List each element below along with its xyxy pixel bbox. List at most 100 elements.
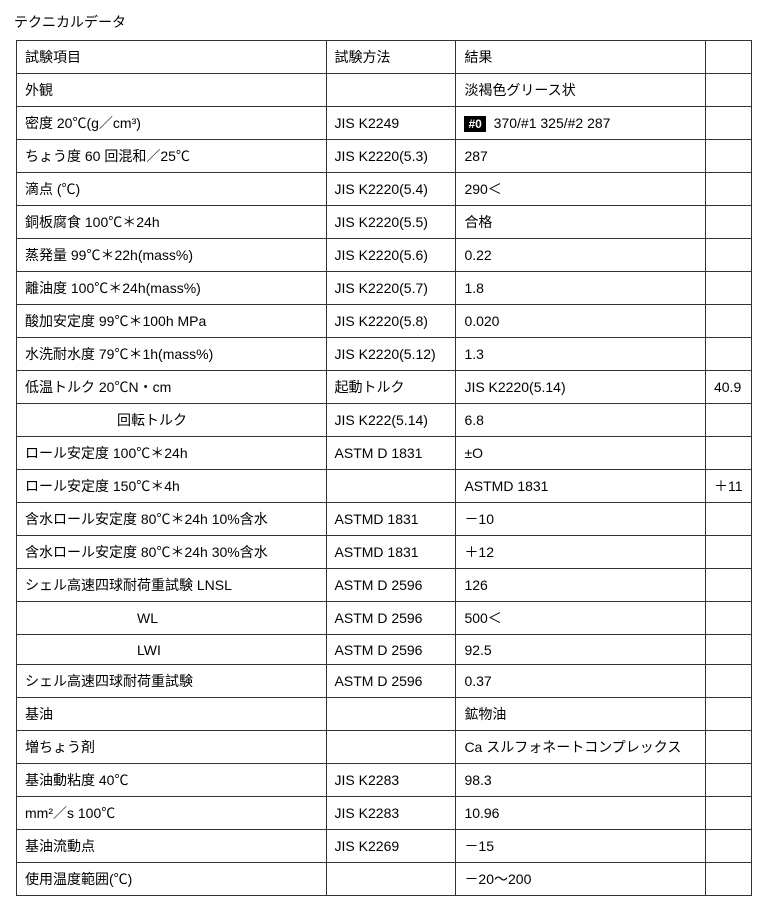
table-row: LWIASTM D 259692.5 xyxy=(17,635,752,665)
cell-method: ASTM D 2596 xyxy=(326,602,456,635)
cell-extra xyxy=(705,107,751,140)
table-row: ロール安定度 150℃＊4hASTMD 1831＋11 xyxy=(17,470,752,503)
header-result: 結果 xyxy=(456,41,706,74)
technical-data-table: 試験項目 試験方法 結果 外観淡褐色グリース状密度 20℃(g／cm³)JIS … xyxy=(16,40,752,896)
cell-method: JIS K2220(5.5) xyxy=(326,206,456,239)
cell-extra xyxy=(705,698,751,731)
table-row: mm²／s 100℃JIS K228310.96 xyxy=(17,797,752,830)
cell-result: －20～200 xyxy=(456,863,706,896)
table-row: 基油動粘度 40℃JIS K228398.3 xyxy=(17,764,752,797)
cell-extra xyxy=(705,503,751,536)
cell-result: ＋12 xyxy=(456,536,706,569)
table-row: 酸加安定度 99℃＊100h MPaJIS K2220(5.8)0.020 xyxy=(17,305,752,338)
cell-extra: ＋11 xyxy=(705,470,751,503)
cell-item: 銅板腐食 100℃＊24h xyxy=(17,206,327,239)
table-row: 基油流動点JIS K2269－15 xyxy=(17,830,752,863)
table-row: 滴点 (℃)JIS K2220(5.4)290＜ xyxy=(17,173,752,206)
cell-result: 290＜ xyxy=(456,173,706,206)
cell-result: 500＜ xyxy=(456,602,706,635)
cell-method: JIS K2220(5.3) xyxy=(326,140,456,173)
cell-item: 使用温度範囲(℃) xyxy=(17,863,327,896)
cell-result: 0.37 xyxy=(456,665,706,698)
cell-extra xyxy=(705,338,751,371)
cell-extra xyxy=(705,665,751,698)
table-row: 蒸発量 99℃＊22h(mass%)JIS K2220(5.6)0.22 xyxy=(17,239,752,272)
table-header-row: 試験項目 試験方法 結果 xyxy=(17,41,752,74)
cell-item: LWI xyxy=(17,635,327,665)
table-row: 低温トルク 20℃N・cm起動トルクJIS K2220(5.14)40.9 xyxy=(17,371,752,404)
cell-item: 増ちょう剤 xyxy=(17,731,327,764)
cell-extra xyxy=(705,272,751,305)
cell-method: ASTMD 1831 xyxy=(326,536,456,569)
cell-result: －15 xyxy=(456,830,706,863)
cell-item: ロール安定度 100℃＊24h xyxy=(17,437,327,470)
cell-result: 1.8 xyxy=(456,272,706,305)
cell-result: Ca スルフォネートコンプレックス xyxy=(456,731,706,764)
cell-method: ASTMD 1831 xyxy=(326,503,456,536)
header-method: 試験方法 xyxy=(326,41,456,74)
table-row: 回転トルクJIS K222(5.14)6.8 xyxy=(17,404,752,437)
cell-method: JIS K2283 xyxy=(326,797,456,830)
cell-result: 98.3 xyxy=(456,764,706,797)
cell-extra xyxy=(705,731,751,764)
cell-result: JIS K2220(5.14) xyxy=(456,371,706,404)
cell-method: JIS K2249 xyxy=(326,107,456,140)
table-row: 含水ロール安定度 80℃＊24h 10%含水ASTMD 1831－10 xyxy=(17,503,752,536)
table-row: シェル高速四球耐荷重試験ASTM D 25960.37 xyxy=(17,665,752,698)
cell-item: 酸加安定度 99℃＊100h MPa xyxy=(17,305,327,338)
cell-method xyxy=(326,470,456,503)
cell-result: 287 xyxy=(456,140,706,173)
result-text: 370/#1 325/#2 287 xyxy=(490,115,611,131)
table-row: 離油度 100℃＊24h(mass%)JIS K2220(5.7)1.8 xyxy=(17,272,752,305)
cell-method: JIS K2283 xyxy=(326,764,456,797)
cell-item: 外観 xyxy=(17,74,327,107)
cell-result: #0 370/#1 325/#2 287 xyxy=(456,107,706,140)
table-row: 外観淡褐色グリース状 xyxy=(17,74,752,107)
cell-method: JIS K2269 xyxy=(326,830,456,863)
cell-extra xyxy=(705,305,751,338)
cell-extra xyxy=(705,635,751,665)
cell-method: ASTM D 1831 xyxy=(326,437,456,470)
cell-item: 離油度 100℃＊24h(mass%) xyxy=(17,272,327,305)
cell-method xyxy=(326,863,456,896)
cell-method: ASTM D 2596 xyxy=(326,665,456,698)
table-row: 銅板腐食 100℃＊24hJIS K2220(5.5)合格 xyxy=(17,206,752,239)
cell-result: 6.8 xyxy=(456,404,706,437)
table-row: ちょう度 60 回混和／25℃JIS K2220(5.3)287 xyxy=(17,140,752,173)
cell-result: 0.22 xyxy=(456,239,706,272)
cell-item: 基油流動点 xyxy=(17,830,327,863)
cell-item: mm²／s 100℃ xyxy=(17,797,327,830)
cell-item: 滴点 (℃) xyxy=(17,173,327,206)
cell-method: JIS K222(5.14) xyxy=(326,404,456,437)
cell-extra xyxy=(705,764,751,797)
result-badge: #0 xyxy=(464,116,485,132)
cell-method: JIS K2220(5.8) xyxy=(326,305,456,338)
cell-item: 基油 xyxy=(17,698,327,731)
page-title: テクニカルデータ xyxy=(12,12,748,32)
cell-method: ASTM D 2596 xyxy=(326,569,456,602)
cell-item: 基油動粘度 40℃ xyxy=(17,764,327,797)
cell-result: ASTMD 1831 xyxy=(456,470,706,503)
cell-item: 低温トルク 20℃N・cm xyxy=(17,371,327,404)
table-row: 含水ロール安定度 80℃＊24h 30%含水ASTMD 1831＋12 xyxy=(17,536,752,569)
table-row: WLASTM D 2596500＜ xyxy=(17,602,752,635)
cell-result: 1.3 xyxy=(456,338,706,371)
cell-item: シェル高速四球耐荷重試験 LNSL xyxy=(17,569,327,602)
cell-extra xyxy=(705,569,751,602)
cell-item: 含水ロール安定度 80℃＊24h 30%含水 xyxy=(17,536,327,569)
cell-result: －10 xyxy=(456,503,706,536)
cell-extra xyxy=(705,830,751,863)
cell-extra xyxy=(705,797,751,830)
cell-extra xyxy=(705,863,751,896)
header-extra xyxy=(705,41,751,74)
table-row: 密度 20℃(g／cm³)JIS K2249#0 370/#1 325/#2 2… xyxy=(17,107,752,140)
cell-item: ちょう度 60 回混和／25℃ xyxy=(17,140,327,173)
cell-method xyxy=(326,698,456,731)
cell-method: ASTM D 2596 xyxy=(326,635,456,665)
cell-result: 0.020 xyxy=(456,305,706,338)
cell-item: 密度 20℃(g／cm³) xyxy=(17,107,327,140)
cell-method: JIS K2220(5.6) xyxy=(326,239,456,272)
cell-item: 回転トルク xyxy=(17,404,327,437)
cell-extra xyxy=(705,206,751,239)
cell-result: 合格 xyxy=(456,206,706,239)
